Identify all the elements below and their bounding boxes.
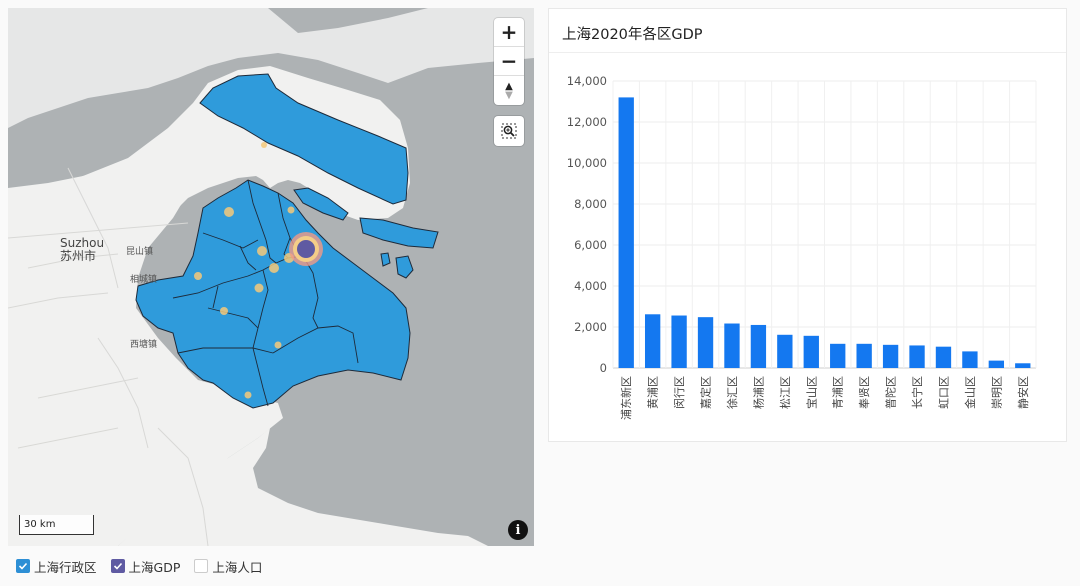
- chart-grid: [612, 80, 1037, 369]
- x-tick-label: 松江区: [778, 376, 792, 409]
- gdp-bar-chart: 02,0004,0006,0008,00010,00012,00014,000 …: [567, 74, 1037, 420]
- compass-button[interactable]: ▲ ▼: [494, 76, 524, 105]
- gdp-marker[interactable]: [269, 263, 279, 273]
- legend-item-population[interactable]: 上海人口: [194, 557, 262, 576]
- label-town-2: 相城镇: [130, 275, 158, 285]
- checkbox-checked-icon[interactable]: [110, 559, 125, 573]
- legend-item-districts[interactable]: 上海行政区: [16, 557, 97, 576]
- gdp-chart-card: 上海2020年各区GDP 0 2,000 4,000 6,000 8,000 10,000…: [548, 8, 1067, 442]
- zoom-extent-icon: [501, 123, 517, 139]
- bar-7[interactable]: [777, 334, 793, 368]
- x-tick-label: 闵行区: [672, 376, 686, 409]
- y-tick-label: 2,000: [574, 320, 607, 334]
- map-scale-bar: 30 km: [19, 515, 94, 535]
- bar-2[interactable]: [644, 314, 661, 368]
- x-tick-label: 宝山区: [804, 376, 818, 409]
- x-tick-label: 普陀区: [884, 376, 898, 409]
- zoom-out-button[interactable]: −: [494, 47, 524, 76]
- district-islet-2[interactable]: [380, 252, 391, 267]
- y-tick-label: 8,000: [574, 197, 607, 211]
- legend-label-population: 上海人口: [212, 559, 263, 575]
- legend-item-gdp[interactable]: 上海GDP: [110, 557, 181, 576]
- fit-bounds-button[interactable]: [494, 116, 524, 146]
- legend-label-districts: 上海行政区: [34, 559, 97, 575]
- gdp-marker[interactable]: [220, 307, 228, 315]
- land-south: [118, 428, 488, 546]
- chart-bars: [618, 97, 1031, 369]
- label-town-1: 昆山镇: [126, 247, 154, 257]
- layer-legend: 上海行政区 上海GDP 上海人口: [16, 556, 262, 576]
- label-suzhou-en: Suzhou: [60, 236, 105, 250]
- district-hengsha[interactable]: [359, 217, 439, 249]
- map-zoom-controls: + − ▲ ▼: [494, 18, 524, 105]
- x-tick-label: 崇明区: [990, 376, 1003, 409]
- district-chongming[interactable]: [199, 73, 409, 205]
- bar-6[interactable]: [750, 324, 767, 368]
- y-tick-label: 0: [600, 361, 607, 375]
- x-tick-label: 杨浦区: [751, 376, 765, 409]
- gdp-marker[interactable]: [194, 272, 202, 280]
- land-far-north: [8, 8, 534, 128]
- x-axis-ticks: 浦东新区 黄浦区 闵行区 嘉定区 徐汇区 杨浦区 松江区 宝山区 青浦区 奉贤区 普陀区 长宁区 虹口区…: [619, 376, 1030, 420]
- y-tick-label: 12,000: [567, 115, 607, 129]
- road-network: [8, 167, 209, 546]
- y-axis-ticks: 0 2,000 4,000 6,000 8,000 10,000 12,000 14,000: [567, 74, 607, 375]
- x-tick-label: 徐汇区: [725, 376, 739, 409]
- gdp-marker[interactable]: [287, 206, 295, 214]
- gdp-marker[interactable]: [257, 246, 267, 256]
- bar-4[interactable]: [697, 317, 714, 368]
- bar-8[interactable]: [803, 335, 819, 368]
- map-view[interactable]: Suzhou 苏州市 昆山镇 相城镇 西塘镇 + − ▲ ▼ 30 km i: [8, 8, 534, 546]
- chart-card-title: 上海2020年各区GDP: [549, 9, 1066, 53]
- bar-3[interactable]: [671, 315, 687, 368]
- y-tick-label: 6,000: [574, 238, 607, 252]
- bar-1[interactable]: [618, 97, 634, 369]
- y-tick-label: 4,000: [574, 279, 607, 293]
- bar-11[interactable]: [882, 344, 899, 368]
- x-tick-label: 静安区: [1016, 376, 1030, 409]
- x-tick-label: 奉贤区: [857, 376, 871, 409]
- x-tick-label: 浦东新区: [619, 376, 633, 420]
- bar-16[interactable]: [1015, 363, 1031, 368]
- attribution-info-button[interactable]: i: [508, 520, 528, 540]
- district-changxing[interactable]: [293, 187, 349, 221]
- gdp-markers[interactable]: [194, 142, 323, 399]
- district-mainland[interactable]: [135, 179, 411, 409]
- x-tick-label: 长宁区: [910, 376, 924, 409]
- x-tick-label: 金山区: [963, 376, 977, 409]
- bar-9[interactable]: [830, 343, 846, 368]
- checkbox-checked-icon[interactable]: [16, 559, 30, 573]
- district-islet-1[interactable]: [395, 255, 414, 279]
- gdp-marker[interactable]: [224, 207, 234, 217]
- legend-label-gdp: 上海GDP: [128, 559, 181, 575]
- gdp-marker[interactable]: [254, 283, 264, 293]
- zoom-in-button[interactable]: +: [494, 18, 524, 47]
- y-tick-label: 10,000: [567, 156, 607, 170]
- bar-5[interactable]: [724, 323, 740, 368]
- bar-14[interactable]: [962, 351, 978, 368]
- gdp-bubble-pudong[interactable]: [297, 240, 315, 258]
- checkbox-unchecked-icon[interactable]: [194, 559, 209, 573]
- y-tick-label: 14,000: [567, 74, 607, 88]
- shanghai-districts[interactable]: [135, 73, 439, 409]
- gdp-marker[interactable]: [244, 391, 252, 399]
- bar-15[interactable]: [988, 360, 1005, 368]
- bar-13[interactable]: [935, 346, 952, 368]
- label-town-3: 西塘镇: [130, 340, 158, 350]
- bar-10[interactable]: [856, 343, 872, 368]
- label-suzhou-cn: 苏州市: [60, 249, 97, 263]
- x-tick-label: 嘉定区: [699, 376, 713, 409]
- bar-12[interactable]: [909, 345, 925, 368]
- gdp-marker[interactable]: [261, 142, 267, 148]
- compass-north-icon: ▲: [505, 80, 513, 92]
- compass-south-icon: ▼: [505, 89, 513, 101]
- x-tick-label: 虹口区: [937, 376, 950, 409]
- gdp-marker[interactable]: [274, 341, 282, 349]
- map-canvas[interactable]: [8, 8, 534, 546]
- x-tick-label: 黄浦区: [646, 376, 660, 409]
- x-tick-label: 青浦区: [832, 376, 845, 409]
